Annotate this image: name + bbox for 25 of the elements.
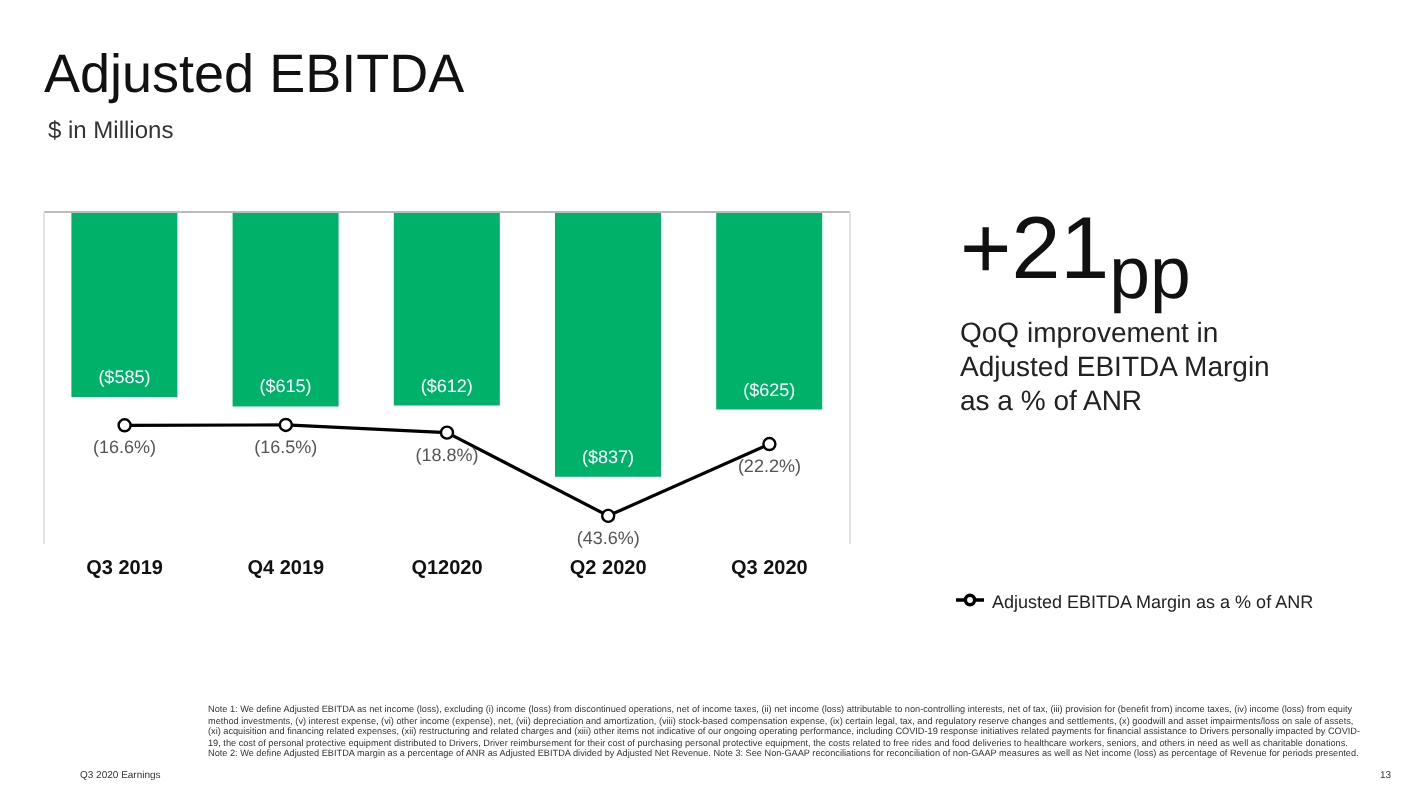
chart-subtitle: $ in Millions — [48, 116, 174, 144]
data-label: (22.2%) — [737, 456, 801, 477]
data-label: (43.6%) — [576, 527, 640, 548]
point — [439, 425, 455, 440]
data-label: ($615) — [259, 376, 312, 397]
point — [278, 417, 293, 433]
chart-title: Adjusted EBITDA — [44, 44, 465, 106]
point — [601, 508, 616, 524]
data-label: (18.8%) — [415, 444, 479, 465]
data-label: (16.5%) — [254, 436, 318, 457]
data-label: ($625) — [743, 379, 796, 400]
data-label: ($585) — [98, 366, 151, 387]
data-label: ($612) — [420, 375, 473, 396]
data-label: (16.6%) — [93, 437, 157, 458]
text: QoQ improvement in Adjusted EBITDA Margin as a % of ANR — [960, 316, 1272, 418]
point — [762, 436, 777, 452]
x-tick-label: Q4 2019 — [247, 558, 326, 581]
x-tick-label: Q3 2019 — [86, 558, 164, 581]
x-tick-label: Q3 2020 — [731, 558, 809, 581]
legend-label: Adjusted EBITDA Margin as a % of ANR — [992, 592, 1314, 612]
text: +21$_{pp}$ — [960, 200, 1191, 314]
point — [117, 418, 132, 433]
x-tick-label: Q12020 — [411, 558, 484, 581]
x-tick-label: Q2 2020 — [569, 558, 648, 581]
data-label: ($837) — [581, 446, 635, 467]
